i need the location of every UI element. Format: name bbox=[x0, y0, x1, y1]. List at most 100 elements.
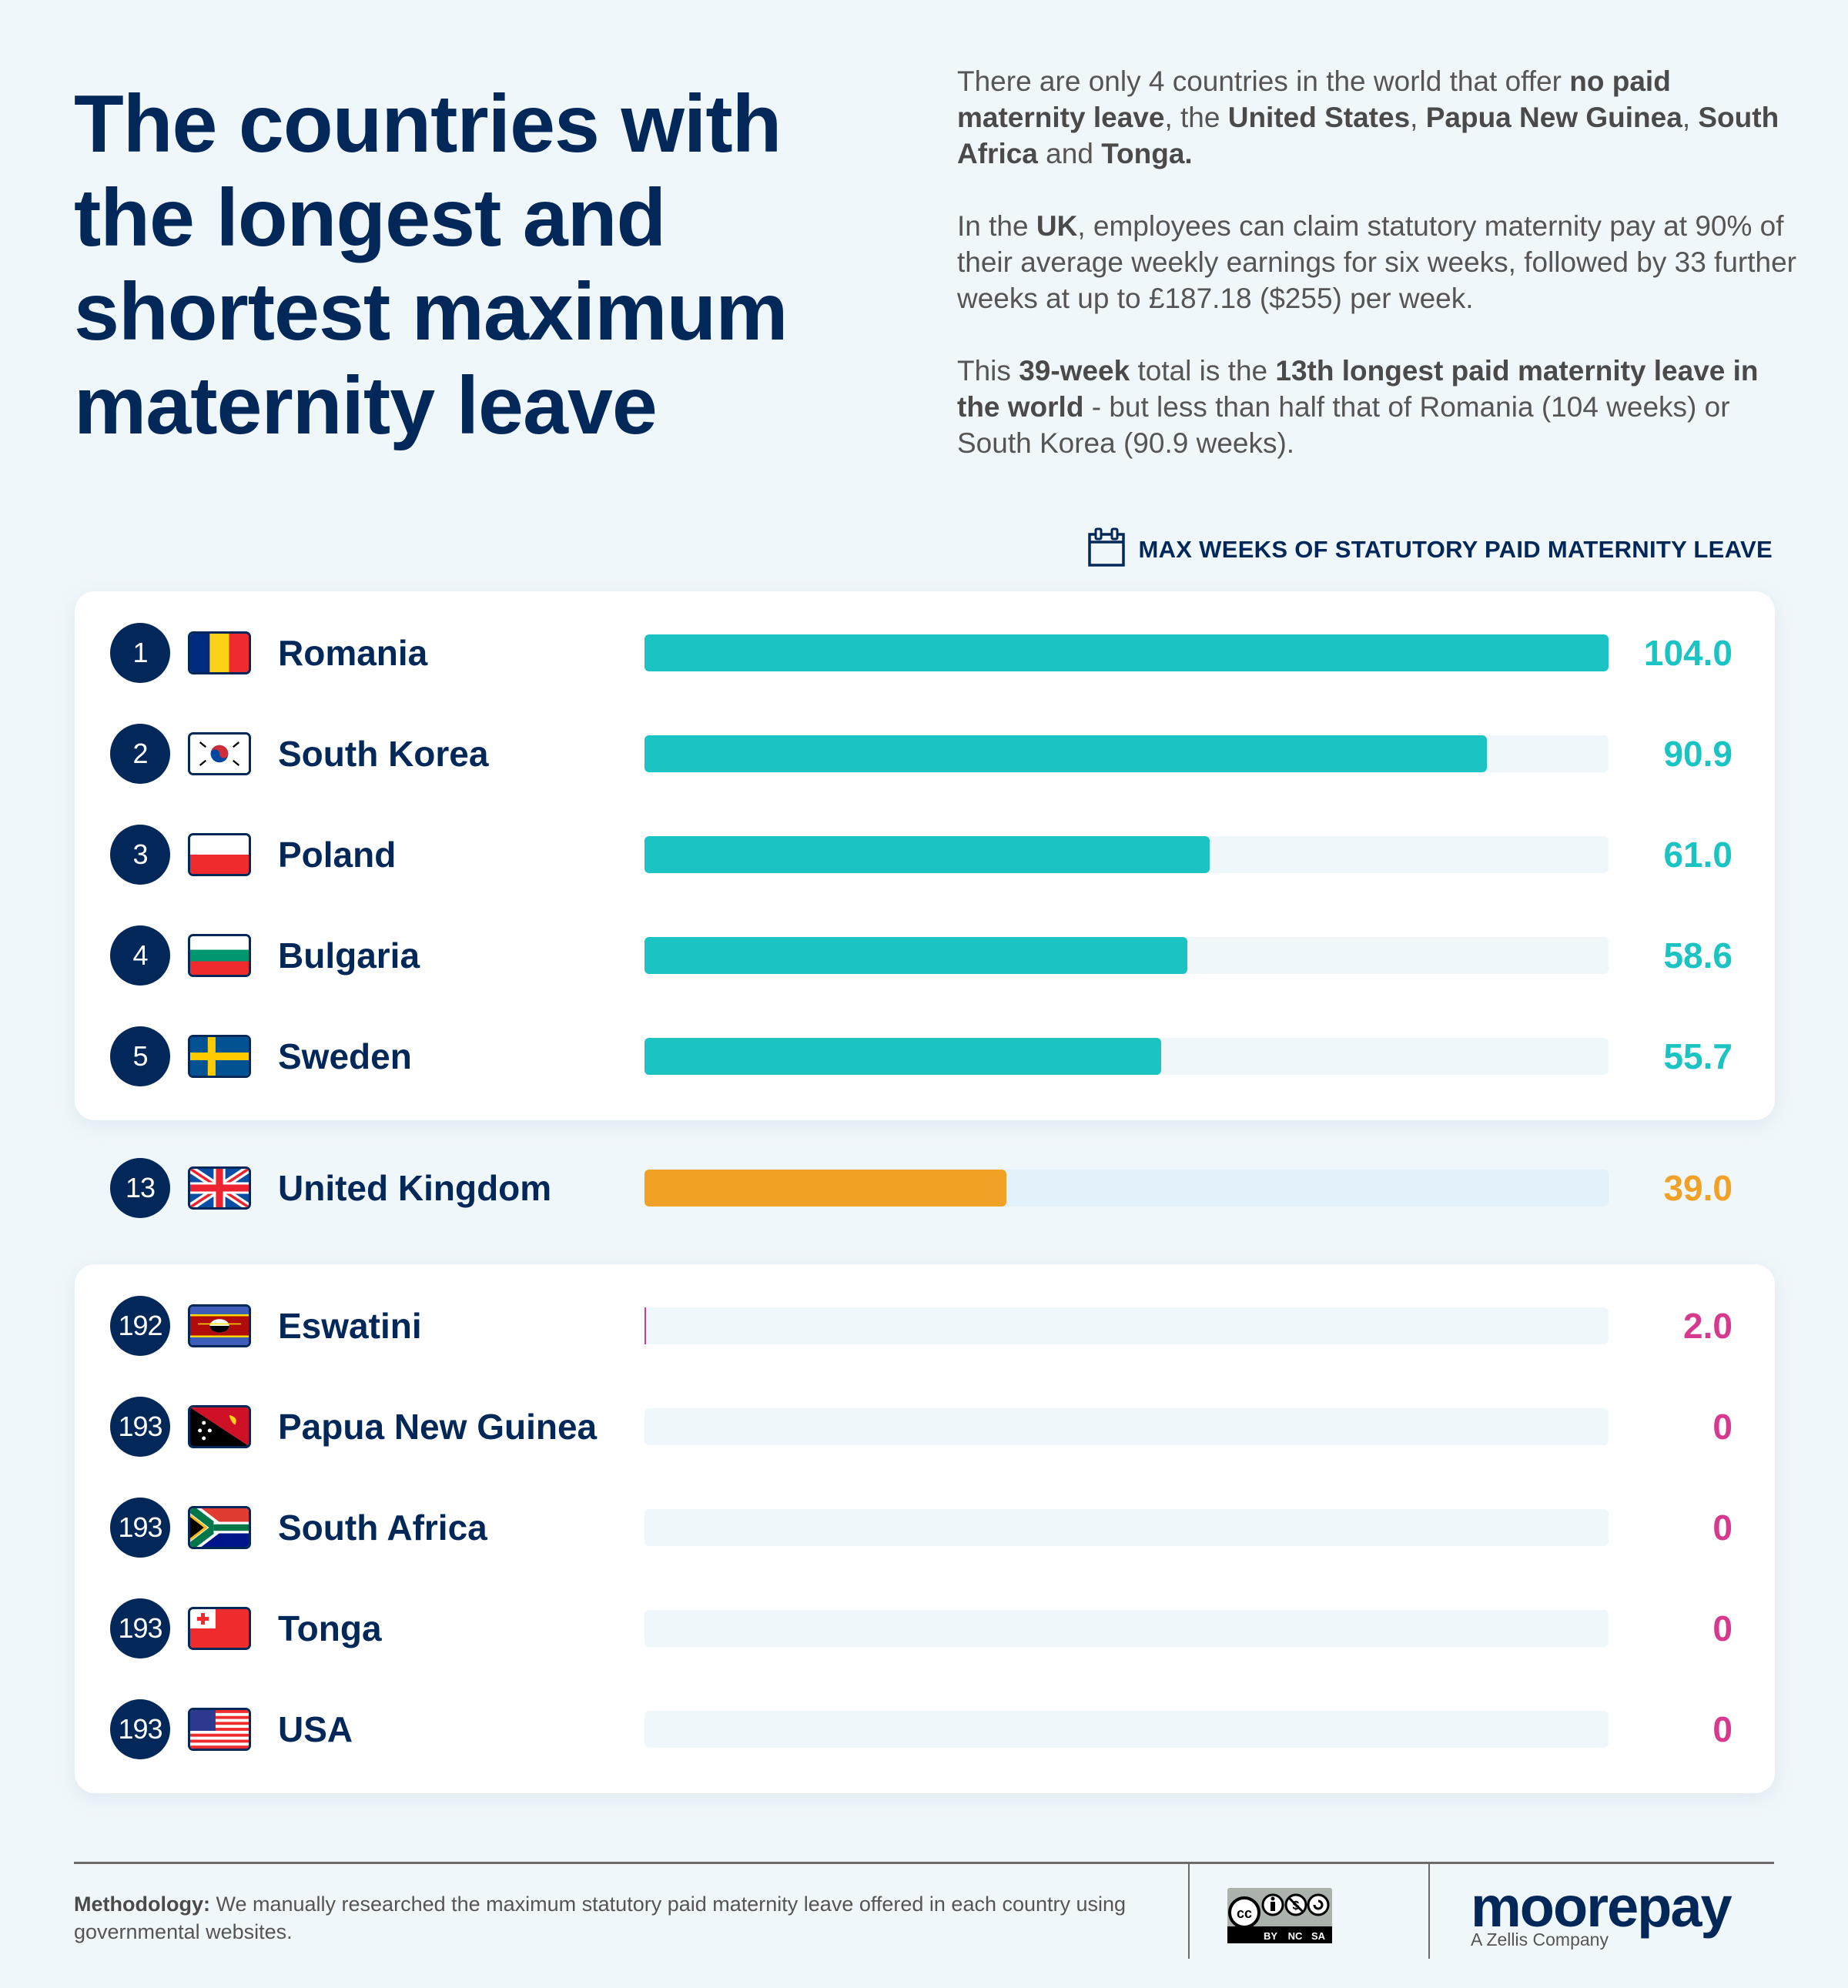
bar-track bbox=[644, 1711, 1609, 1748]
intro-text-segment: and bbox=[1038, 138, 1101, 169]
country-row: 2South Korea90.9 bbox=[75, 719, 1775, 788]
shortest-card: 192Eswatini2.0193Papua New Guinea0193Sou… bbox=[75, 1264, 1775, 1793]
brand-logo: moorepay A Zellis Company bbox=[1471, 1879, 1731, 1950]
bar-value-label: 61.0 bbox=[1663, 820, 1732, 889]
methodology-label: Methodology: bbox=[74, 1893, 210, 1916]
country-name: Tonga bbox=[278, 1594, 382, 1663]
intro-text-segment: , bbox=[1410, 102, 1426, 133]
bar-track bbox=[644, 735, 1609, 772]
calendar-icon bbox=[1087, 527, 1126, 571]
bar-fill bbox=[644, 1307, 646, 1344]
bar-track bbox=[644, 1610, 1609, 1647]
intro-text-segment: , employees can claim statutory maternit… bbox=[957, 210, 1796, 314]
rank-badge: 13 bbox=[110, 1158, 170, 1218]
bar-value-label: 2.0 bbox=[1683, 1291, 1732, 1360]
rank-badge: 3 bbox=[110, 825, 170, 885]
page-title: The countries with the longest and short… bbox=[74, 77, 882, 453]
footer-divider-vertical bbox=[1428, 1862, 1430, 1959]
usa-flag-icon bbox=[188, 1708, 251, 1751]
intro-text-segment: This bbox=[957, 355, 1019, 387]
bar-track bbox=[644, 1509, 1609, 1546]
cc-nc-label: NC bbox=[1288, 1930, 1303, 1942]
south-africa-flag-icon bbox=[188, 1506, 251, 1549]
cc-by-label: BY bbox=[1264, 1930, 1277, 1942]
bar-fill bbox=[644, 937, 1187, 974]
png-flag-icon bbox=[188, 1405, 251, 1448]
intro-paragraph: There are only 4 countries in the world … bbox=[957, 63, 1796, 172]
tonga-flag-icon bbox=[188, 1607, 251, 1650]
romania-flag-icon bbox=[188, 631, 251, 674]
country-row: 192 Eswatini 2.0 bbox=[75, 1291, 1775, 1360]
bar-fill bbox=[644, 735, 1487, 772]
bulgaria-flag-icon bbox=[188, 934, 251, 977]
country-row: 5 Sweden 55.7 bbox=[75, 1022, 1775, 1091]
country-row: 193 Tonga 0 bbox=[75, 1594, 1775, 1663]
country-row: 1 Romania 104.0 bbox=[75, 618, 1775, 688]
sweden-flag-icon bbox=[188, 1035, 251, 1078]
bar-value-label: 0 bbox=[1712, 1594, 1732, 1663]
rank-badge: 1 bbox=[110, 623, 170, 683]
country-row: 3 Poland 61.0 bbox=[75, 820, 1775, 889]
country-name: USA bbox=[278, 1695, 353, 1764]
rank-badge: 5 bbox=[110, 1026, 170, 1086]
intro-emphasis: 39-week bbox=[1019, 355, 1130, 387]
country-name: Bulgaria bbox=[278, 921, 420, 990]
bar-track bbox=[644, 1307, 1609, 1344]
methodology-note: Methodology: We manually researched the … bbox=[74, 1890, 1152, 1946]
intro-emphasis: Tonga. bbox=[1101, 138, 1193, 169]
country-name: Poland bbox=[278, 820, 396, 889]
intro-paragraph: This 39-week total is the 13th longest p… bbox=[957, 353, 1796, 461]
country-name: Papua New Guinea bbox=[278, 1392, 597, 1461]
intro-text-segment: , bbox=[1682, 102, 1699, 133]
rank-badge: 193 bbox=[110, 1598, 170, 1658]
footer-divider bbox=[74, 1862, 1774, 1864]
country-name: South Korea bbox=[278, 719, 488, 788]
south-korea-flag-icon bbox=[188, 732, 251, 775]
intro-text-segment: In the bbox=[957, 210, 1036, 242]
intro-emphasis: Papua New Guinea bbox=[1426, 102, 1682, 133]
rank-badge: 193 bbox=[110, 1397, 170, 1457]
uk-flag-icon bbox=[188, 1166, 251, 1210]
svg-text:cc: cc bbox=[1237, 1906, 1252, 1921]
bar-track bbox=[644, 1170, 1609, 1207]
rank-badge: 2 bbox=[110, 724, 170, 784]
country-name: Sweden bbox=[278, 1022, 412, 1091]
country-row: 193 Papua New Guinea 0 bbox=[75, 1392, 1775, 1461]
bar-value-label: 0 bbox=[1712, 1493, 1732, 1562]
bar-track bbox=[644, 937, 1609, 974]
country-name: United Kingdom bbox=[278, 1153, 551, 1223]
country-row: 4Bulgaria58.6 bbox=[75, 921, 1775, 990]
bar-value-label: 55.7 bbox=[1663, 1022, 1732, 1091]
bar-value-label: 104.0 bbox=[1644, 618, 1732, 688]
bar-fill bbox=[644, 836, 1210, 873]
bar-fill bbox=[644, 1038, 1161, 1075]
longest-card: 1Romania104.02South Korea90.93Poland61.0… bbox=[75, 591, 1775, 1120]
intro-paragraph: In the UK, employees can claim statutory… bbox=[957, 208, 1796, 316]
country-row: 13 United Kingdom 39.0 bbox=[75, 1153, 1775, 1223]
bar-fill bbox=[644, 1170, 1006, 1207]
bar-track bbox=[644, 634, 1609, 671]
rank-badge: 193 bbox=[110, 1699, 170, 1759]
rank-badge: 193 bbox=[110, 1498, 170, 1558]
intro-text-segment: There are only 4 countries in the world … bbox=[957, 65, 1569, 97]
brand-name: moorepay bbox=[1471, 1879, 1731, 1936]
legend-label: MAX WEEKS OF STATUTORY PAID MATERNITY LE… bbox=[1138, 536, 1773, 564]
country-name: Eswatini bbox=[278, 1291, 422, 1360]
bar-fill bbox=[644, 634, 1609, 671]
rank-badge: 192 bbox=[110, 1296, 170, 1356]
bar-value-label: 39.0 bbox=[1663, 1153, 1732, 1223]
methodology-text: We manually researched the maximum statu… bbox=[74, 1893, 1126, 1943]
country-row: 193USA0 bbox=[75, 1695, 1775, 1764]
intro-text-segment: , the bbox=[1164, 102, 1227, 133]
intro-emphasis: United States bbox=[1228, 102, 1410, 133]
poland-flag-icon bbox=[188, 833, 251, 876]
cc-sa-label: SA bbox=[1311, 1930, 1326, 1942]
eswatini-flag-icon bbox=[188, 1304, 251, 1347]
highlight-row: 13 United Kingdom 39.0 bbox=[75, 1153, 1775, 1223]
intro-text-segment: total is the bbox=[1130, 355, 1275, 387]
rank-badge: 4 bbox=[110, 925, 170, 986]
bar-value-label: 0 bbox=[1712, 1392, 1732, 1461]
country-name: Romania bbox=[278, 618, 427, 688]
intro-text: There are only 4 countries in the world … bbox=[957, 63, 1796, 497]
bar-track bbox=[644, 1408, 1609, 1445]
